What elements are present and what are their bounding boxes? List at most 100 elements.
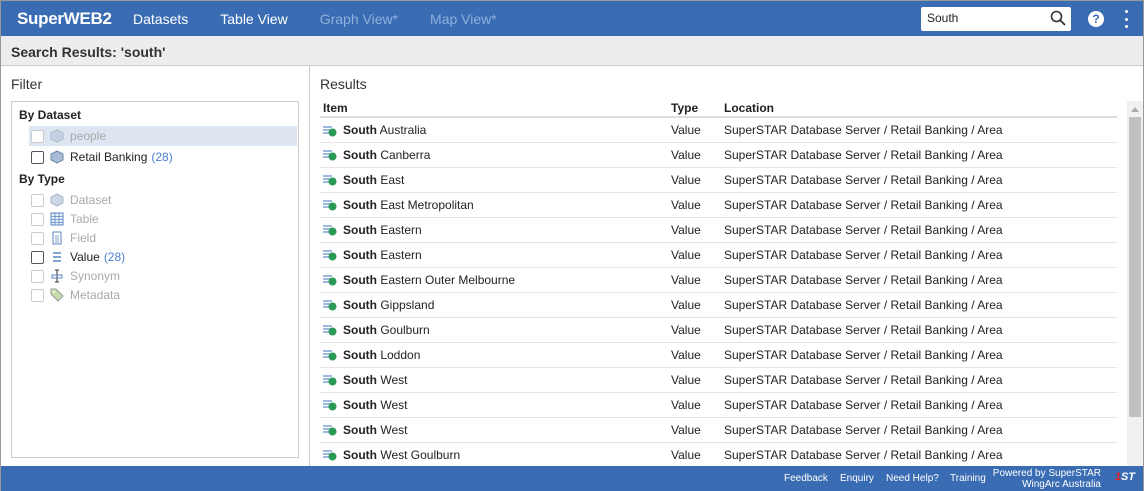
table-row[interactable]: South West Value SuperSTAR Database Server…	[320, 417, 1117, 443]
location-cell: SuperSTAR Database Server / Retail Banki…	[721, 442, 1117, 468]
type-cell: Value	[668, 242, 721, 268]
value-icon	[53, 252, 61, 262]
filter-dataset-people: people	[29, 126, 297, 146]
app-logo[interactable]: SuperWEB2	[17, 8, 112, 28]
table-row[interactable]: South Goulburn Value SuperSTAR Database Se…	[320, 317, 1117, 343]
type-cell: Value	[668, 192, 721, 218]
value-item-icon	[323, 200, 337, 211]
column-header-item[interactable]: Item	[320, 99, 668, 118]
item-cell[interactable]: South East Metropolitan	[320, 192, 668, 218]
table-row[interactable]: South East Value SuperSTAR Database Server…	[320, 167, 1117, 193]
item-cell[interactable]: South East	[320, 167, 668, 193]
value-item-icon	[323, 275, 337, 286]
type-cell: Value	[668, 117, 721, 143]
synonym-icon	[51, 269, 63, 283]
footer-link-feedback[interactable]: Feedback	[784, 473, 828, 484]
superstar-logo: 1ST	[1114, 471, 1135, 483]
checkbox[interactable]	[31, 250, 44, 264]
value-item-icon	[323, 375, 337, 386]
footer-link-enquiry[interactable]: Enquiry	[840, 473, 874, 484]
search-icon[interactable]	[1050, 10, 1066, 26]
table-row[interactable]: South Loddon Value SuperSTAR Database Serv…	[320, 342, 1117, 368]
filter-type-value[interactable]: Value (28)	[29, 247, 297, 267]
item-cell[interactable]: South Goulburn	[320, 317, 668, 343]
item-cell[interactable]: South Eastern	[320, 217, 668, 243]
table-row[interactable]: South East Metropolitan Value SuperSTAR Da…	[320, 192, 1117, 218]
location-cell: SuperSTAR Database Server / Retail Banki…	[721, 417, 1117, 443]
value-item-icon	[323, 125, 337, 137]
type-cell: Value	[668, 217, 721, 243]
page-title: Search Results: 'south'	[1, 36, 1143, 66]
item-cell[interactable]: South Loddon	[320, 342, 668, 368]
checkbox[interactable]	[31, 150, 44, 164]
type-cell: Value	[668, 392, 721, 418]
item-cell[interactable]: South Eastern	[320, 242, 668, 268]
by-dataset-heading: By Dataset	[19, 108, 82, 122]
by-type-heading: By Type	[19, 172, 65, 186]
table-row[interactable]: South West Value SuperSTAR Database Server…	[320, 367, 1117, 393]
type-cell: Value	[668, 267, 721, 293]
powered-by: Powered by SuperSTAR WingArc Australia	[992, 468, 1101, 490]
location-cell: SuperSTAR Database Server / Retail Banki…	[721, 367, 1117, 393]
filter-dataset-retail-banking[interactable]: Retail Banking (28)	[29, 147, 297, 167]
type-cell: Value	[668, 417, 721, 443]
item-cell[interactable]: South West	[320, 417, 668, 443]
value-item-icon	[323, 350, 337, 361]
search-value: South	[927, 11, 959, 25]
results-table: Item Type Location South Australia Value S…	[320, 99, 1117, 468]
results-title: Results	[320, 76, 367, 92]
nav-datasets[interactable]: Datasets	[133, 10, 189, 27]
filter-title: Filter	[11, 76, 43, 92]
location-cell: SuperSTAR Database Server / Retail Banki…	[721, 267, 1117, 293]
table-row[interactable]: South Canberra Value SuperSTAR Database Se…	[320, 142, 1117, 168]
item-cell[interactable]: South West	[320, 392, 668, 418]
location-cell: SuperSTAR Database Server / Retail Banki…	[721, 392, 1117, 418]
search-input[interactable]: South	[921, 7, 1071, 31]
value-item-icon	[323, 175, 337, 186]
value-item-icon	[323, 425, 337, 436]
item-cell[interactable]: South Gippsland	[320, 292, 668, 318]
location-cell: SuperSTAR Database Server / Retail Banki…	[721, 167, 1117, 193]
checkbox	[31, 129, 44, 143]
scroll-up-icon[interactable]	[1131, 107, 1139, 112]
cube-icon	[50, 129, 64, 143]
value-item-icon	[323, 150, 337, 161]
location-cell: SuperSTAR Database Server / Retail Banki…	[721, 242, 1117, 268]
table-row[interactable]: South Eastern Value SuperSTAR Database Ser…	[320, 242, 1117, 268]
item-cell[interactable]: South West Goulburn	[320, 442, 668, 468]
scrollbar-thumb[interactable]	[1129, 117, 1141, 417]
table-row[interactable]: South Eastern Outer Melbourne Value SuperS…	[320, 267, 1117, 293]
column-header-location[interactable]: Location	[721, 99, 1117, 118]
location-cell: SuperSTAR Database Server / Retail Banki…	[721, 292, 1117, 318]
tag-icon	[50, 288, 64, 302]
table-row[interactable]: South West Goulburn Value SuperSTAR Databa…	[320, 442, 1117, 468]
table-row[interactable]: South Eastern Value SuperSTAR Database Ser…	[320, 217, 1117, 243]
filter-type-field: Field	[29, 228, 297, 248]
table-row[interactable]: South West Value SuperSTAR Database Server…	[320, 392, 1117, 418]
nav-graph-view: Graph View*	[319, 10, 399, 27]
location-cell: SuperSTAR Database Server / Retail Banki…	[721, 192, 1117, 218]
footer-link-need-help[interactable]: Need Help?	[886, 473, 939, 484]
item-cell[interactable]: South Eastern Outer Melbourne	[320, 267, 668, 293]
nav-table-view[interactable]: Table View	[220, 10, 288, 27]
location-cell: SuperSTAR Database Server / Retail Banki…	[721, 342, 1117, 368]
filter-type-synonym: Synonym	[29, 266, 297, 286]
type-cell: Value	[668, 342, 721, 368]
footer-link-training[interactable]: Training	[950, 473, 986, 484]
type-cell: Value	[668, 367, 721, 393]
filter-type-metadata: Metadata	[29, 285, 297, 305]
value-item-icon	[323, 225, 337, 236]
filter-panel: Filter By Dataset people Retail Banking(…	[1, 66, 310, 466]
help-icon[interactable]: ?	[1088, 11, 1104, 27]
nav-map-view: Map View*	[430, 10, 497, 27]
item-cell[interactable]: South Australia	[320, 117, 668, 143]
more-menu-icon[interactable]	[1125, 10, 1129, 28]
filter-type-table: Table	[29, 209, 297, 229]
value-item-icon	[323, 325, 337, 336]
item-cell[interactable]: South West	[320, 367, 668, 393]
column-header-type[interactable]: Type	[668, 99, 721, 118]
item-cell[interactable]: South Canberra	[320, 142, 668, 168]
table-row[interactable]: South Gippsland Value SuperSTAR Database S…	[320, 292, 1117, 318]
results-scrollbar[interactable]	[1127, 101, 1143, 466]
table-row[interactable]: South Australia Value SuperSTAR Database S…	[320, 117, 1117, 143]
